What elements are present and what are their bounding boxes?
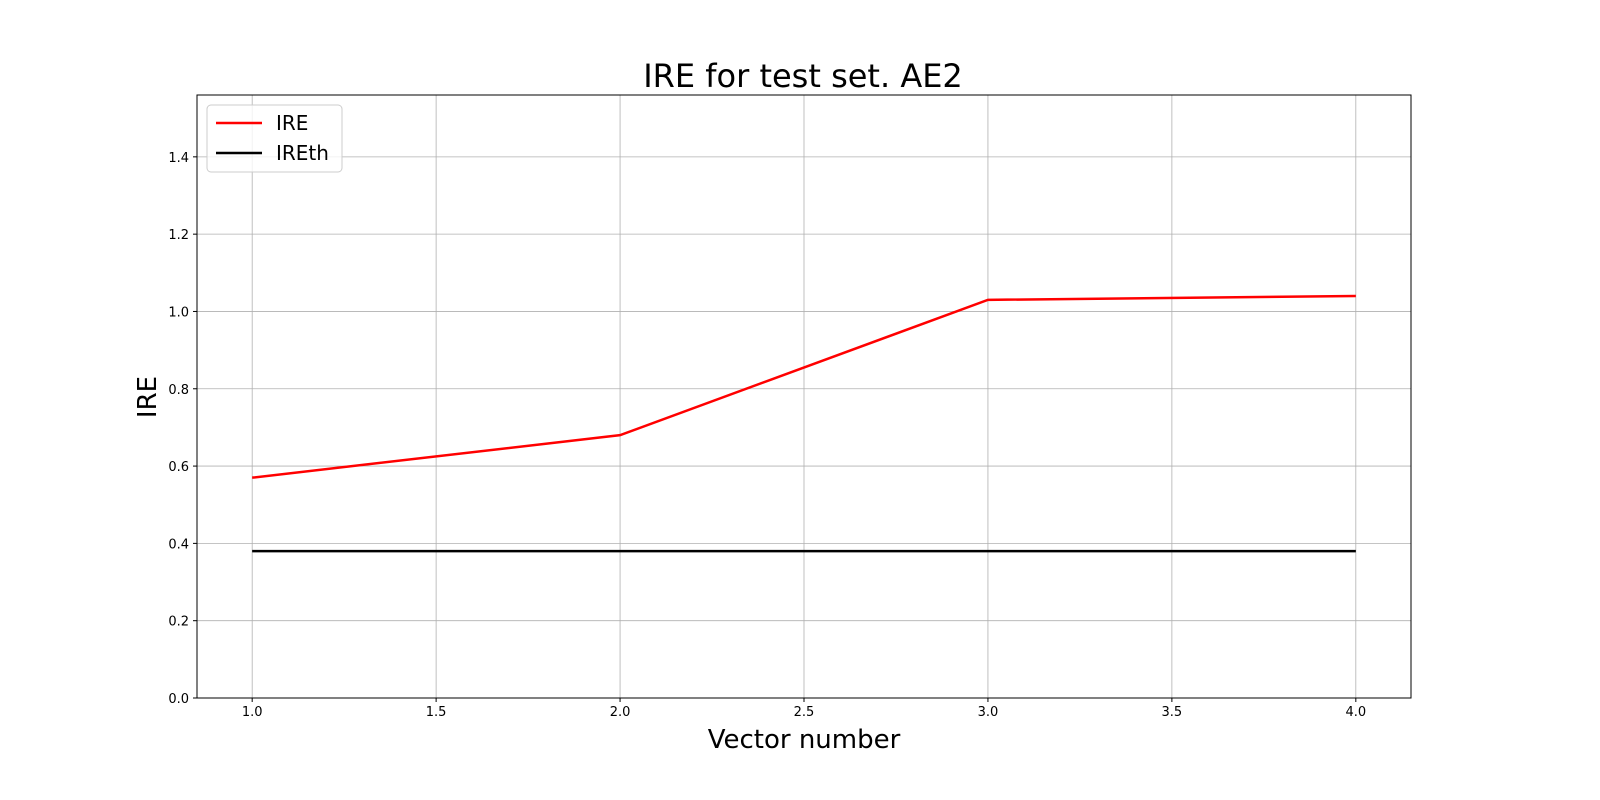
series-group [252, 294, 1356, 553]
x-axis-label: Vector number [708, 725, 901, 755]
y-tick-label: 1.0 [168, 305, 189, 320]
y-tick-label: 0.8 [168, 383, 189, 398]
y-tick-label: 0.4 [168, 537, 189, 552]
x-tick-label: 3.0 [978, 705, 999, 720]
chart-title: IRE for test set. AE2 [643, 57, 963, 95]
legend-label-ireth: IREth [276, 141, 329, 165]
series-line-ire [252, 294, 1356, 479]
y-axis-label: IRE [133, 376, 163, 418]
ticks: 1.0 1.5 2.0 2.5 3.0 3.5 4.0 0.0 0.2 0.4 0.6 0.8 1.0 1… [168, 151, 1366, 720]
y-tick-label: 0.0 [168, 692, 189, 707]
y-tick-label: 1.4 [168, 151, 189, 166]
x-tick-label: 2.0 [610, 705, 631, 720]
y-tick-label: 0.2 [168, 615, 189, 630]
y-tick-label: 1.2 [168, 228, 189, 243]
x-tick-label: 1.5 [426, 705, 447, 720]
legend-label-ire: IRE [276, 111, 308, 135]
x-tick-label: 4.0 [1345, 705, 1366, 720]
x-tick-label: 3.5 [1162, 705, 1183, 720]
legend: IRE IREth [206, 104, 343, 173]
grid [197, 95, 1411, 699]
x-tick-label: 2.5 [794, 705, 815, 720]
x-tick-label: 1.0 [242, 705, 263, 720]
y-tick-label: 0.6 [168, 460, 189, 475]
